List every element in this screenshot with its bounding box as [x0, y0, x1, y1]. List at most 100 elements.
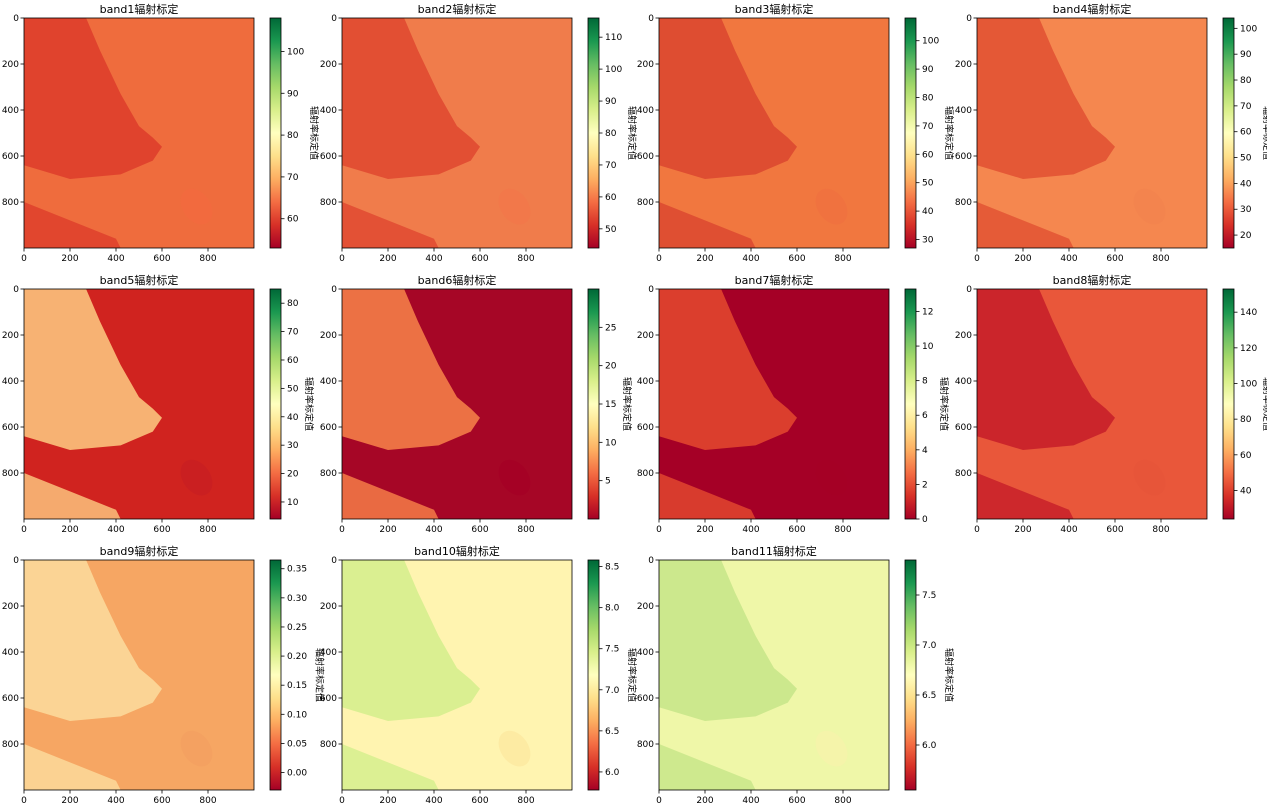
colorbar-tick-label: 100: [287, 47, 304, 57]
land-region-south: [342, 473, 439, 519]
colorbar-tick-label: 120: [1240, 344, 1257, 354]
x-tick-label: 400: [107, 254, 124, 264]
colorbar-tick-label: 100: [1240, 379, 1257, 389]
y-tick-label: 200: [637, 602, 654, 612]
x-tick-label: 400: [107, 525, 124, 535]
colorbar-tick-label: 5: [605, 477, 611, 487]
x-tick-label: 200: [696, 254, 713, 264]
panel-band8: band8辐射标定 0 200 400 600 800 0 200 400 600 800 40 60 8…: [955, 273, 1267, 535]
x-tick-label: 600: [153, 796, 170, 806]
colorbar-tick-label: 7.5: [605, 645, 619, 655]
colorbar-tick-label: 80: [922, 94, 934, 104]
land-region: [977, 18, 1115, 179]
y-tick-label: 400: [637, 106, 654, 116]
colorbar-label: 辐射率标定值: [943, 106, 955, 160]
colorbar: [587, 288, 600, 520]
x-tick-label: 200: [1014, 525, 1031, 535]
plot-frame: [341, 559, 573, 791]
colorbar-tick-label: 50: [922, 179, 934, 189]
x-tick-label: 400: [425, 254, 442, 264]
colorbar-tick-label: 10: [605, 438, 617, 448]
land-region: [24, 560, 162, 721]
y-tick-label: 0: [966, 285, 972, 295]
y-tick-label: 200: [637, 60, 654, 70]
colorbar-tick-label: 6.0: [605, 768, 620, 778]
colorbar-tick-label: 20: [287, 470, 299, 480]
x-tick-label: 600: [1106, 525, 1123, 535]
y-tick-label: 400: [955, 106, 972, 116]
colorbar-tick-label: 25: [605, 323, 616, 333]
x-tick-label: 400: [425, 525, 442, 535]
colorbar-tick-label: 90: [605, 97, 617, 107]
colorbar-tick-label: 7.0: [605, 686, 620, 696]
colorbar-tick-label: 0.15: [287, 681, 307, 691]
x-tick-label: 200: [1014, 254, 1031, 264]
y-tick-label: 200: [955, 331, 972, 341]
shoal-island: [180, 730, 213, 767]
colorbar-tick-label: 60: [1240, 451, 1252, 461]
plot-frame: [341, 288, 573, 520]
x-tick-label: 800: [517, 525, 534, 535]
x-tick-label: 800: [517, 796, 534, 806]
x-tick-label: 0: [974, 525, 980, 535]
colorbar-tick-label: 10: [287, 498, 299, 508]
shoal-island: [498, 459, 531, 496]
land-region-south: [977, 202, 1074, 248]
colorbar-tick-label: 80: [287, 131, 299, 141]
colorbar-tick-label: 70: [922, 122, 934, 132]
y-tick-label: 600: [320, 152, 337, 162]
y-tick-label: 600: [637, 423, 654, 433]
y-tick-label: 0: [13, 556, 19, 566]
colorbar-tick-label: 0.05: [287, 739, 307, 749]
panel-band9: band9辐射标定 0 200 400 600 800 0 200 400 600 800 0.00 0…: [2, 544, 326, 806]
colorbar-tick-label: 6.5: [605, 727, 619, 737]
heatmap-image: [977, 18, 1207, 248]
colorbar-tick-label: 60: [1240, 128, 1252, 138]
y-tick-label: 400: [320, 377, 337, 387]
y-tick-label: 200: [955, 60, 972, 70]
heatmap-image: [342, 289, 572, 519]
y-tick-label: 600: [637, 694, 654, 704]
colorbar-tick-label: 2: [922, 480, 928, 490]
x-tick-label: 400: [425, 796, 442, 806]
colorbar: [269, 17, 282, 249]
colorbar-tick-label: 70: [1240, 102, 1252, 112]
colorbar-tick-label: 40: [1240, 179, 1252, 189]
panel-band3: band3辐射标定 0 200 400 600 800 0 200 400 600 800 30 40 5…: [637, 2, 955, 264]
land-region: [977, 289, 1115, 450]
y-tick-label: 400: [2, 377, 19, 387]
y-tick-label: 800: [320, 740, 337, 750]
panel-band1: band1辐射标定 0 200 400 600 800 0 200 400 600 800 60 70 8…: [2, 2, 320, 264]
colorbar-tick-label: 7.5: [922, 591, 936, 601]
plot-frame: [976, 17, 1208, 249]
y-tick-label: 800: [955, 469, 972, 479]
panel-title: band10辐射标定: [414, 544, 500, 558]
y-tick-label: 0: [13, 285, 19, 295]
colorbar-label: 辐射率标定值: [626, 648, 638, 702]
land-region: [659, 289, 797, 450]
y-tick-label: 0: [648, 14, 654, 24]
shoal-island: [1133, 459, 1166, 496]
colorbar-tick-label: 30: [1240, 205, 1252, 215]
shoal-island: [180, 459, 213, 496]
y-tick-label: 600: [2, 152, 19, 162]
x-tick-label: 800: [1152, 525, 1169, 535]
x-tick-label: 400: [107, 796, 124, 806]
x-tick-label: 0: [656, 796, 662, 806]
y-tick-label: 800: [637, 198, 654, 208]
x-tick-label: 600: [1106, 254, 1123, 264]
x-tick-label: 400: [742, 525, 759, 535]
colorbar-tick-label: 90: [922, 65, 934, 75]
x-tick-label: 200: [379, 525, 396, 535]
y-tick-label: 0: [648, 285, 654, 295]
heatmap-image: [659, 560, 889, 790]
colorbar: [269, 559, 282, 791]
land-region: [659, 18, 797, 179]
x-tick-label: 800: [1152, 254, 1169, 264]
land-region-south: [342, 744, 439, 790]
heatmap-image: [24, 18, 254, 248]
y-tick-label: 800: [320, 198, 337, 208]
colorbar: [587, 17, 600, 249]
colorbar-label: 辐射率标定值: [943, 648, 955, 702]
x-tick-label: 400: [1060, 525, 1077, 535]
